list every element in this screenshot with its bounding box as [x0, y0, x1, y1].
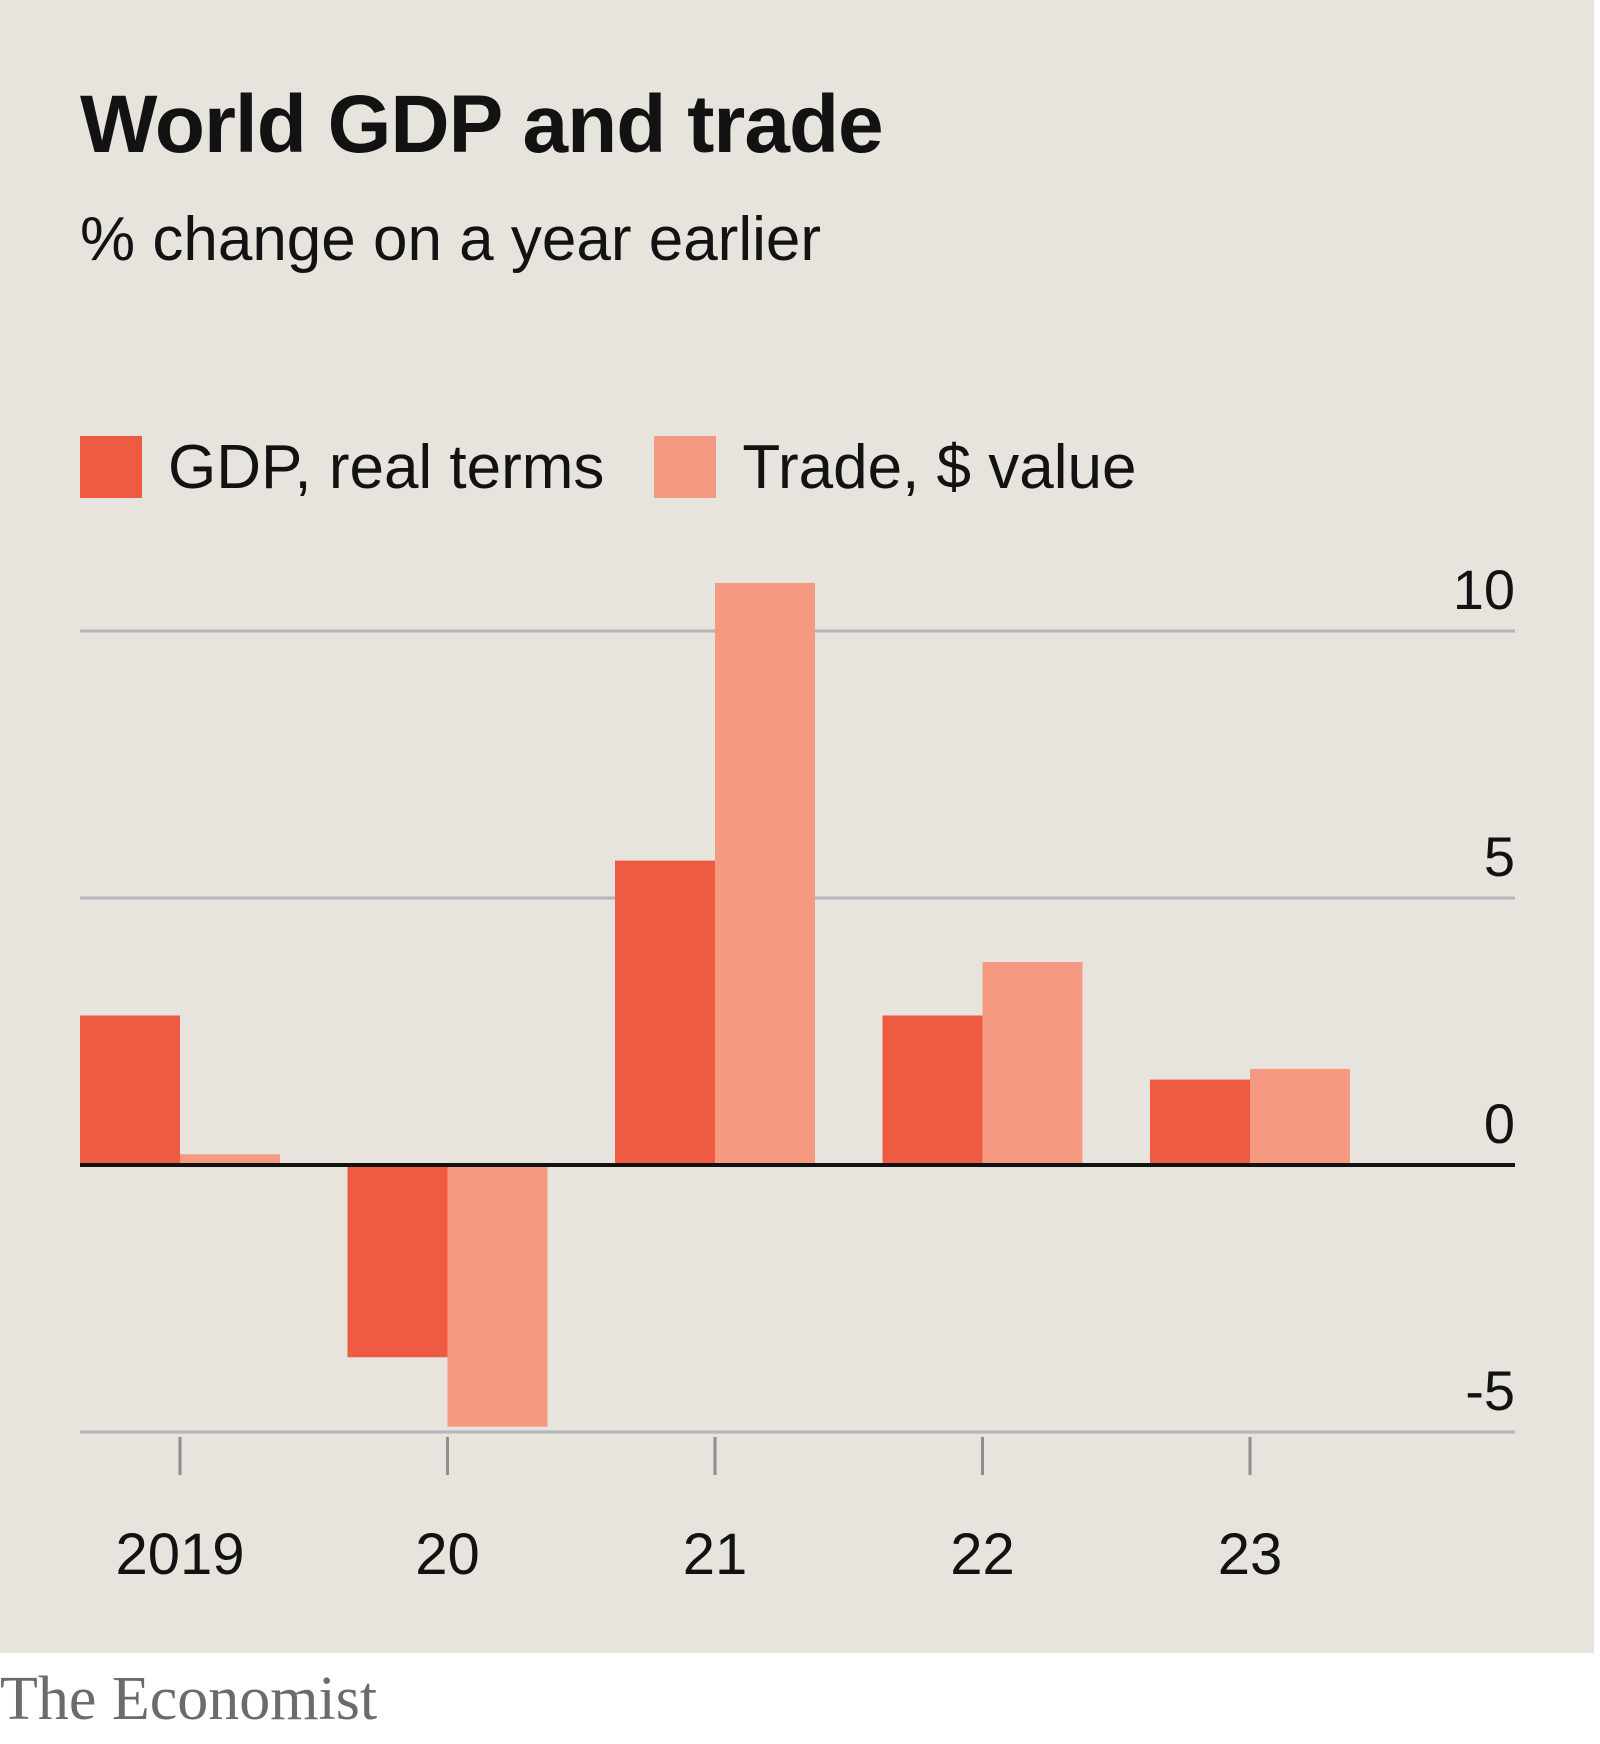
bar-gdp-21: [615, 860, 715, 1165]
y-tick-label: 10: [1453, 558, 1515, 621]
bar-gdp-23: [1150, 1079, 1250, 1165]
chart-subtitle: % change on a year earlier: [80, 205, 822, 274]
legend-label-trade: Trade, $ value: [742, 432, 1137, 502]
chart-panel: World GDP and trade % change on a year e…: [0, 0, 1594, 1653]
bar-trade-22: [982, 962, 1083, 1165]
source-credit: The Economist: [0, 1665, 378, 1733]
bar-trade-21: [715, 582, 815, 1165]
legend: GDP, real terms Trade, $ value: [80, 432, 1186, 502]
x-tick-label: 2019: [115, 1522, 244, 1587]
legend-swatch-gdp: [80, 436, 142, 498]
legend-item-trade: Trade, $ value: [654, 432, 1136, 503]
bar-trade-23: [1250, 1068, 1350, 1165]
legend-label-gdp: GDP, real terms: [168, 432, 605, 502]
y-tick-label: -5: [1465, 1359, 1515, 1422]
x-tick-label: 23: [1218, 1522, 1283, 1587]
bar-trade-20: [447, 1165, 548, 1427]
legend-swatch-trade: [654, 436, 717, 498]
y-tick-label: 0: [1484, 1092, 1515, 1155]
y-tick-label: 5: [1484, 825, 1515, 888]
x-tick-label: 20: [415, 1522, 480, 1587]
bar-gdp-20: [347, 1165, 448, 1358]
x-tick-label: 21: [683, 1522, 748, 1587]
bar-gdp-22: [882, 1015, 983, 1165]
chart-title: World GDP and trade: [80, 79, 884, 170]
bar-chart: 10 5 0 -5 2019 20 21 22 23: [80, 558, 1515, 1587]
legend-item-gdp: GDP, real terms: [80, 432, 604, 503]
x-tick-label: 22: [950, 1522, 1015, 1587]
bar-gdp-2019: [80, 1015, 180, 1165]
bar-trade-2019: [180, 1154, 280, 1165]
